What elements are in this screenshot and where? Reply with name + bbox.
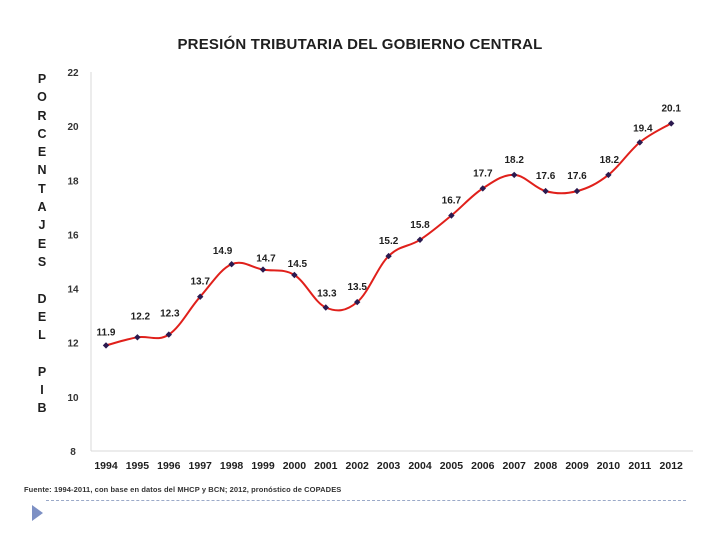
data-label: 13.3 [317,289,337,300]
x-tick-label: 2001 [314,460,338,472]
data-marker [573,187,581,195]
y-tick-labels: 8 10 12 14 16 18 20 22 [67,68,79,458]
y-axis-label-letter: O [37,90,47,105]
x-tick-label: 2003 [377,460,401,472]
data-label: 19.4 [633,123,653,134]
y-tick-label: 8 [70,447,76,458]
data-label: 18.2 [504,155,524,166]
y-tick-label: 14 [67,285,79,296]
x-tick-label: 1998 [220,460,244,472]
data-markers [102,120,675,349]
series-line [105,122,672,347]
y-axis-label-letter: D [37,291,47,306]
data-marker [605,171,612,179]
data-marker [134,334,141,341]
data-label: 11.9 [97,327,116,338]
data-marker [668,120,675,127]
y-axis-label-letter: L [38,328,46,343]
y-axis-label-letter: C [37,126,47,141]
data-label: 18.2 [600,155,620,166]
data-label: 14.9 [213,246,233,257]
data-label: 17.6 [567,171,587,182]
y-axis-label-letter: S [37,254,47,269]
x-tick-label: 2007 [503,460,527,472]
data-label: 12.3 [160,309,180,320]
data-label: 15.8 [410,220,430,231]
x-tick-label: 2008 [534,460,558,472]
data-marker [259,266,267,273]
data-marker [448,212,455,219]
data-marker [228,261,235,268]
data-label: 14.5 [288,259,308,270]
y-tick-label: 10 [67,393,79,404]
data-label: 15.2 [379,236,399,247]
data-label: 14.7 [256,254,276,265]
y-axis-label-letter: R [37,108,47,123]
data-label: 12.2 [131,311,151,322]
y-axis-label-letter: E [37,309,47,324]
x-tick-label: 2009 [565,460,589,472]
data-label: 13.5 [347,282,367,293]
data-marker [165,331,172,338]
x-tick-label: 2011 [628,460,651,472]
y-axis-label-letter: E [37,236,47,251]
x-tick-label: 2005 [440,460,464,472]
y-axis-label-letter: I [40,383,44,398]
data-label: 13.7 [190,277,210,288]
y-axis-label-letter: A [37,200,47,215]
x-tick-label: 2004 [408,460,432,472]
data-marker [479,185,486,192]
data-labels: 11.9 12.2 12.3 13.7 14.9 14.7 14.5 13.3 13.5 15.2… [97,103,682,338]
y-tick-label: 16 [67,230,79,241]
y-tick-label: 22 [67,68,79,79]
data-marker [636,139,643,146]
x-tick-label: 1994 [94,460,118,472]
x-tick-label: 2012 [660,460,684,472]
y-tick-label: 12 [67,339,79,350]
x-tick-label: 1999 [251,460,275,472]
source-note: Fuente: 1994-2011, con base en datos del… [24,485,342,494]
data-marker [197,293,204,300]
data-label: 17.6 [536,171,556,182]
x-tick-label: 1995 [126,460,150,472]
data-label: 17.7 [473,168,493,179]
y-axis-label-letter: P [37,72,47,86]
x-tick-label: 2002 [346,460,370,472]
data-marker [511,171,518,179]
y-axis-label-letter: J [38,218,46,233]
footer-divider [46,500,686,501]
data-marker [102,342,110,349]
data-label: 16.7 [442,195,462,206]
data-label: 20.1 [661,103,681,114]
x-tick-labels: 1994 1995 1996 1997 1998 1999 2000 2001 2002 2003… [94,460,683,472]
data-marker [322,304,329,311]
y-axis-label-letter: E [37,145,47,160]
data-marker [354,298,361,306]
chart-title: PRESIÓN TRIBUTARIA DEL GOBIERNO CENTRAL [177,36,543,53]
x-tick-label: 2010 [597,460,621,472]
y-axis-label-letter: P [37,364,47,379]
data-marker [385,252,392,260]
y-axis-label-letter: B [37,401,47,416]
x-tick-label: 2006 [471,460,495,472]
data-marker [416,236,424,243]
data-marker [542,187,549,195]
y-tick-label: 20 [67,122,79,133]
next-slide-arrow-icon[interactable] [32,505,43,521]
x-tick-label: 1996 [157,460,181,472]
y-tick-label: 18 [67,176,79,187]
x-tick-label: 1997 [189,460,213,472]
y-axis-label-letter: N [37,163,47,178]
x-tick-label: 2000 [283,460,307,472]
data-marker [291,271,298,279]
y-axis-label-letter: T [38,181,46,196]
